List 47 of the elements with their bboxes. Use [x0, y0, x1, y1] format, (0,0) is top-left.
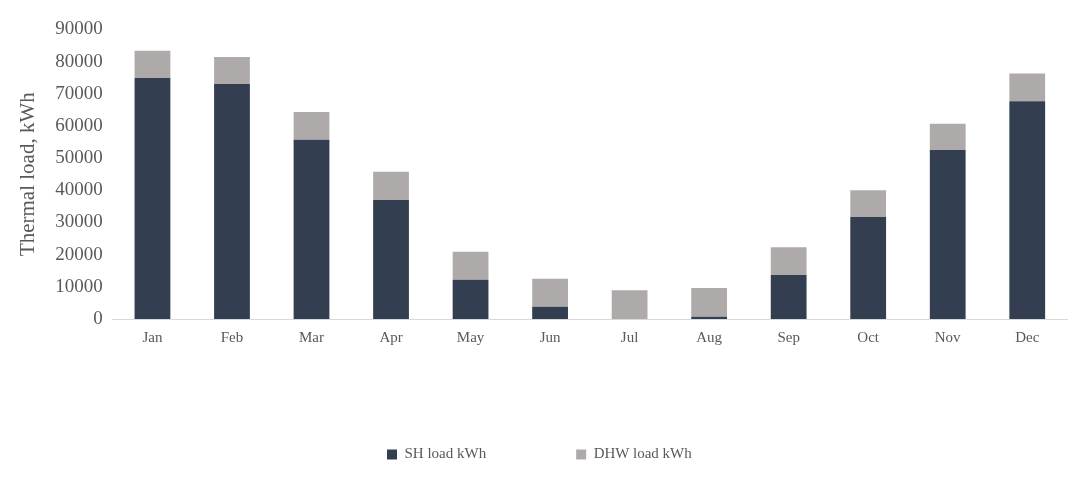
x-tick-label: Apr [379, 328, 403, 345]
bar [532, 306, 568, 319]
x-tick-label: Nov [934, 328, 962, 345]
bar [134, 50, 171, 78]
y-tick-label: 30000 [55, 210, 103, 232]
y-tick-label: 10000 [55, 274, 103, 296]
y-tick-label: 20000 [55, 242, 103, 264]
y-tick-label: 0 [93, 306, 103, 328]
y-tick-label: 90000 [55, 17, 103, 39]
bar [293, 139, 330, 319]
bar [134, 77, 171, 319]
x-tick-label: Dec [1015, 328, 1040, 345]
bar [691, 288, 728, 317]
x-tick-label: Feb [220, 328, 244, 345]
bar [373, 171, 409, 200]
bar [850, 217, 887, 319]
x-tick-label: Aug [696, 328, 723, 345]
bar [1009, 73, 1046, 102]
bar [532, 278, 568, 307]
x-tick-label: Jan [142, 328, 163, 345]
bar [1009, 101, 1046, 319]
bar [929, 150, 966, 319]
bar [770, 274, 807, 319]
legend-label: SH load kWh [404, 445, 487, 462]
bar [929, 123, 966, 151]
x-tick-label: May [456, 328, 485, 345]
y-tick-label: 40000 [55, 178, 103, 200]
bar [214, 57, 250, 85]
x-tick-label: Oct [857, 328, 880, 345]
bar [452, 279, 489, 319]
y-tick-label: 70000 [55, 81, 103, 103]
y-tick-label: 60000 [55, 113, 103, 135]
bar [452, 251, 489, 280]
x-tick-label: Jul [620, 328, 639, 345]
bar [850, 190, 887, 217]
bar [214, 84, 250, 319]
x-tick-label: Sep [777, 328, 800, 345]
legend-label: DHW load kWh [593, 445, 693, 462]
bar [611, 290, 648, 319]
bar [293, 112, 330, 140]
x-tick-label: Jun [539, 328, 561, 345]
y-axis-title: Thermal load, kWh [15, 91, 40, 257]
x-tick-label: Mar [299, 328, 325, 345]
bar [373, 199, 409, 319]
bar [770, 247, 807, 275]
y-tick-label: 80000 [55, 49, 103, 71]
y-tick-label: 50000 [55, 146, 103, 168]
